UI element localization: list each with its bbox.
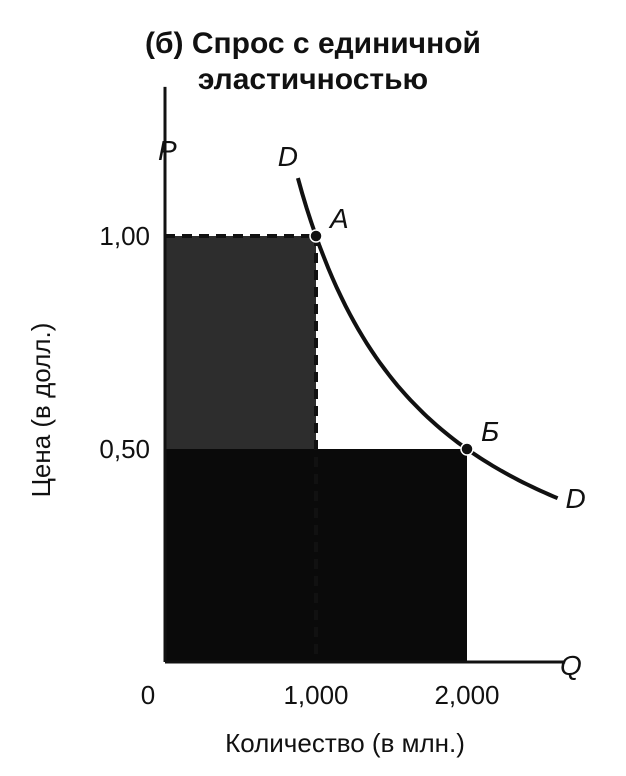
x-tick-label: 1,000: [283, 680, 348, 710]
chart-title: (б) Спрос с единичной эластичностью: [0, 26, 626, 98]
x-tick-label: 2,000: [434, 680, 499, 710]
x-axis-letter: Q: [560, 650, 582, 681]
demand-curve-layer: DD: [278, 141, 586, 514]
origin-label: 0: [141, 680, 155, 710]
revenue-rect-2: [165, 449, 467, 662]
chart-title-line-2: эластичностью: [197, 63, 429, 96]
point-label-1: А: [328, 203, 349, 234]
chart-title-line-1: (б) Спрос с единичной: [145, 27, 481, 60]
y-axis-letter: P: [158, 135, 177, 166]
revenue-rectangles: [165, 236, 467, 662]
curve-label-start: D: [278, 141, 298, 172]
axes: 1,000 2,000 0,50 1,00: [99, 86, 566, 710]
curve-label-end: D: [565, 483, 585, 514]
y-axis-title: Цена (в долл.): [26, 323, 56, 498]
demand-curve: [295, 177, 559, 501]
y-tick-label: 0,50: [99, 434, 150, 464]
point-marker-2: [460, 442, 474, 456]
y-tick-label: 1,00: [99, 221, 150, 251]
x-axis-title: Количество (в млн.): [225, 728, 465, 758]
point-label-2: Б: [481, 416, 499, 447]
curve-points: АБ: [309, 203, 499, 456]
point-marker-1: [309, 229, 323, 243]
chart-labels: P Q 0 Количество (в млн.) Цена (в долл.): [26, 135, 582, 758]
